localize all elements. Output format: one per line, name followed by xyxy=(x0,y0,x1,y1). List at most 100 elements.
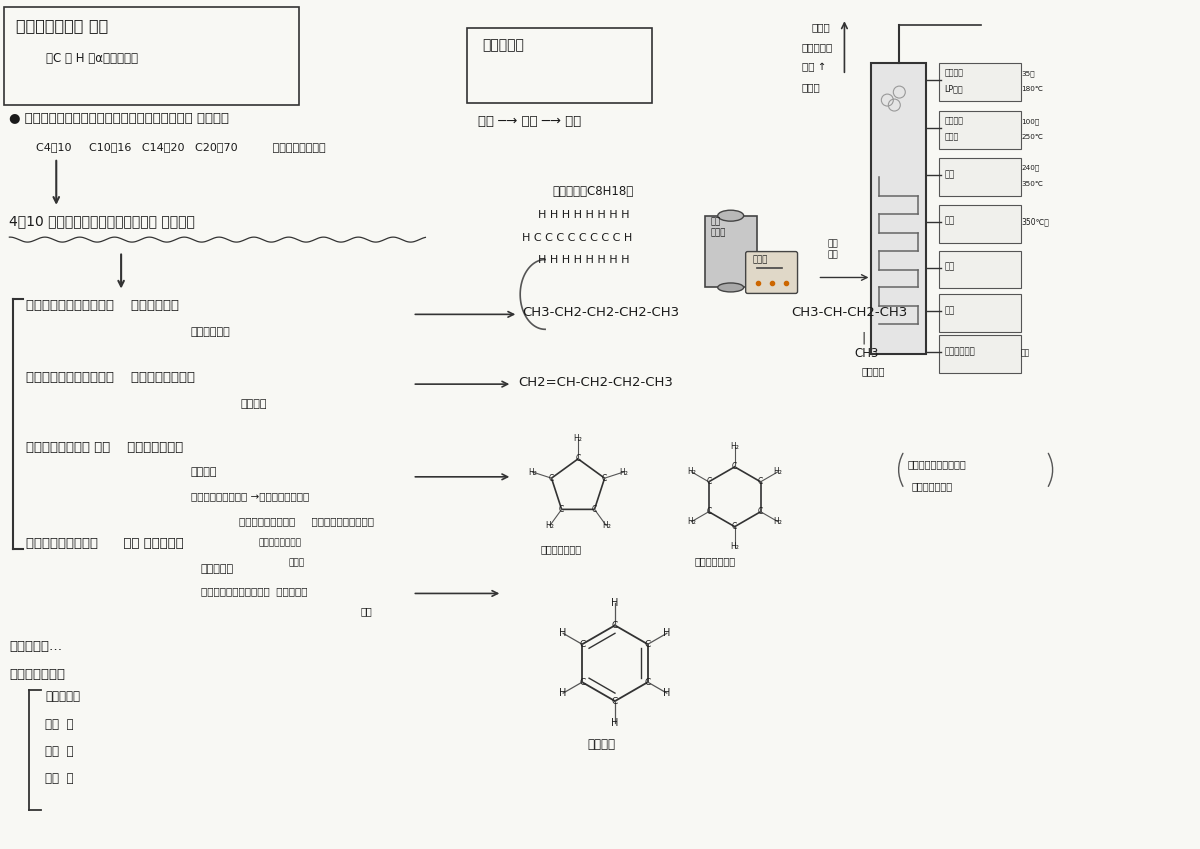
Text: 250℃: 250℃ xyxy=(1021,134,1043,140)
Text: 350℃～: 350℃～ xyxy=(1021,217,1049,227)
Text: と呼ぶ: と呼ぶ xyxy=(289,559,305,568)
Text: 軽油: 軽油 xyxy=(944,216,954,226)
Text: ・パラフィン系炭化水素    鎖状（飽和）: ・パラフィン系炭化水素 鎖状（飽和） xyxy=(26,300,179,312)
Text: 加熱炉: 加熱炉 xyxy=(752,256,768,265)
FancyBboxPatch shape xyxy=(940,158,1021,196)
Text: 単結合のナフテン環 →｛シクロペンタン: 単結合のナフテン環 →｛シクロペンタン xyxy=(191,491,310,501)
Text: H₂: H₂ xyxy=(731,543,739,551)
Text: 残油: 残油 xyxy=(944,306,954,315)
FancyBboxPatch shape xyxy=(940,335,1021,374)
Text: になる: になる xyxy=(802,82,821,93)
Text: C: C xyxy=(576,454,581,464)
Text: C: C xyxy=(732,522,737,531)
Text: C: C xyxy=(580,678,586,687)
Text: H₂: H₂ xyxy=(774,517,782,526)
Text: |: | xyxy=(862,331,865,345)
Text: CH3-CH2-CH2-CH2-CH3: CH3-CH2-CH2-CH2-CH3 xyxy=(522,306,679,319)
Text: 硫黄化合物: 硫黄化合物 xyxy=(46,690,80,703)
Text: CH3-CH-CH2-CH3: CH3-CH-CH2-CH3 xyxy=(792,306,908,319)
Text: H: H xyxy=(611,599,619,609)
Text: （C と H とαの化合物）: （C と H とαの化合物） xyxy=(47,53,138,65)
Text: 原油 ─→ 蒸留 ─→ 分離: 原油 ─→ 蒸留 ─→ 分離 xyxy=(479,115,582,128)
Text: C: C xyxy=(612,621,618,630)
Text: C: C xyxy=(559,505,564,514)
Text: ガス: ガス xyxy=(1021,348,1031,357)
Text: H C C C C C C C C H: H C C C C C C C C H xyxy=(522,233,632,243)
Text: 石油ガス: 石油ガス xyxy=(944,68,964,77)
Text: オクタン（C8H18）: オクタン（C8H18） xyxy=(552,185,634,198)
Ellipse shape xyxy=(718,283,744,292)
Text: 石油の炭化水素 成分: 石油の炭化水素 成分 xyxy=(17,19,109,33)
Text: シクロヘキサン: シクロヘキサン xyxy=(695,557,736,566)
Text: 原油の精製: 原油の精製 xyxy=(482,38,524,53)
Text: シクロパラフィン: シクロパラフィン xyxy=(259,538,301,548)
Text: LPガス: LPガス xyxy=(944,84,962,93)
Text: アスファルト: アスファルト xyxy=(944,347,974,357)
Text: C: C xyxy=(548,474,554,483)
Ellipse shape xyxy=(718,211,744,222)
FancyBboxPatch shape xyxy=(745,251,798,294)
Text: ・芳香族系炭化水素      環状 を含むもの: ・芳香族系炭化水素 環状 を含むもの xyxy=(26,537,184,549)
Text: C: C xyxy=(758,477,763,486)
FancyBboxPatch shape xyxy=(5,8,299,105)
Text: 蒸気が: 蒸気が xyxy=(811,22,830,32)
Text: C: C xyxy=(644,678,650,687)
Text: シクロペンタン: シクロペンタン xyxy=(540,544,581,554)
Text: H₂: H₂ xyxy=(574,435,582,443)
Text: H₂: H₂ xyxy=(619,468,628,476)
FancyBboxPatch shape xyxy=(940,295,1021,332)
Text: 4～10 程度の炭素数をもつ炭化水素 の混合物: 4～10 程度の炭素数をもつ炭化水素 の混合物 xyxy=(10,215,196,228)
Text: H: H xyxy=(664,628,671,638)
Text: 180℃: 180℃ xyxy=(1021,86,1043,92)
Text: ・オレフィン系炭化水素    鎖状（二重結合）: ・オレフィン系炭化水素 鎖状（二重結合） xyxy=(26,371,196,385)
Text: CH3: CH3 xyxy=(854,347,878,360)
Text: 金属  〃: 金属 〃 xyxy=(46,772,73,784)
Text: CH2=CH-CH2-CH2-CH3: CH2=CH-CH2-CH2-CH3 xyxy=(518,376,673,389)
Text: H H H H H H H H: H H H H H H H H xyxy=(538,210,630,220)
Text: H₂: H₂ xyxy=(546,521,554,530)
Text: 蒸留装置: 蒸留装置 xyxy=(862,366,884,376)
Text: H: H xyxy=(664,689,671,698)
Text: ガソリン: ガソリン xyxy=(944,116,964,125)
Text: H₂: H₂ xyxy=(601,521,611,530)
Text: 酸素  〃: 酸素 〃 xyxy=(46,745,73,758)
Text: C: C xyxy=(580,640,586,649)
Text: ・ナフテン系炭化 水素    環状も含むもの: ・ナフテン系炭化 水素 環状も含むもの xyxy=(26,441,184,454)
Text: ● ガソリン・灯油・軽油・重油・クレオソート油 は混合物: ● ガソリン・灯油・軽油・重油・クレオソート油 は混合物 xyxy=(10,112,229,125)
Text: C: C xyxy=(732,463,737,471)
Text: 35～: 35～ xyxy=(1021,70,1034,76)
Text: 冷やされて: 冷やされて xyxy=(802,42,833,53)
Text: C: C xyxy=(706,507,712,516)
Text: 単結合のこと: 単結合のこと xyxy=(191,328,230,337)
Text: H₂: H₂ xyxy=(688,517,696,526)
Text: など: など xyxy=(360,606,372,616)
FancyBboxPatch shape xyxy=(467,28,652,103)
Text: を有する: を有する xyxy=(241,399,268,409)
Text: H₂: H₂ xyxy=(528,468,536,476)
Text: （シクロアルカン）     ｛シクロヘキサンなど: （シクロアルカン） ｛シクロヘキサンなど xyxy=(239,515,374,526)
Text: 二重結合のある芳香族環  ｛ベンゼン: 二重結合のある芳香族環 ｛ベンゼン xyxy=(200,587,307,597)
Text: C: C xyxy=(758,507,763,516)
Text: C: C xyxy=(612,696,618,706)
Text: H₂: H₂ xyxy=(774,467,782,476)
Text: H: H xyxy=(559,689,566,698)
Text: プラスして…: プラスして… xyxy=(10,640,62,653)
Text: （シクロとは環のこと: （シクロとは環のこと xyxy=(907,459,966,469)
Text: 液体 ↑: 液体 ↑ xyxy=(802,62,826,72)
FancyBboxPatch shape xyxy=(940,111,1021,149)
Text: （不飽和）: （不飽和） xyxy=(200,564,234,574)
Text: サイクル由来）: サイクル由来） xyxy=(911,481,953,491)
Text: 灯油: 灯油 xyxy=(944,170,954,179)
Bar xyxy=(871,63,926,354)
Text: H H H H H H H H: H H H H H H H H xyxy=(538,255,630,265)
Text: H: H xyxy=(611,718,619,728)
Text: C4～10     C10～16   C14～20   C20～70          （化学式はない）: C4～10 C10～16 C14～20 C20～70 （化学式はない） xyxy=(36,142,326,152)
Text: 100～: 100～ xyxy=(1021,118,1039,125)
Text: C: C xyxy=(592,505,598,514)
Text: 窒素  〃: 窒素 〃 xyxy=(46,718,73,731)
Text: 重油: 重油 xyxy=(944,262,954,272)
Text: H₂: H₂ xyxy=(688,467,696,476)
Text: 石油
蒸気: 石油 蒸気 xyxy=(828,239,839,259)
Text: 原油
タンク: 原油 タンク xyxy=(710,217,726,237)
Text: 非炭化水素成分: 非炭化水素成分 xyxy=(10,668,65,681)
